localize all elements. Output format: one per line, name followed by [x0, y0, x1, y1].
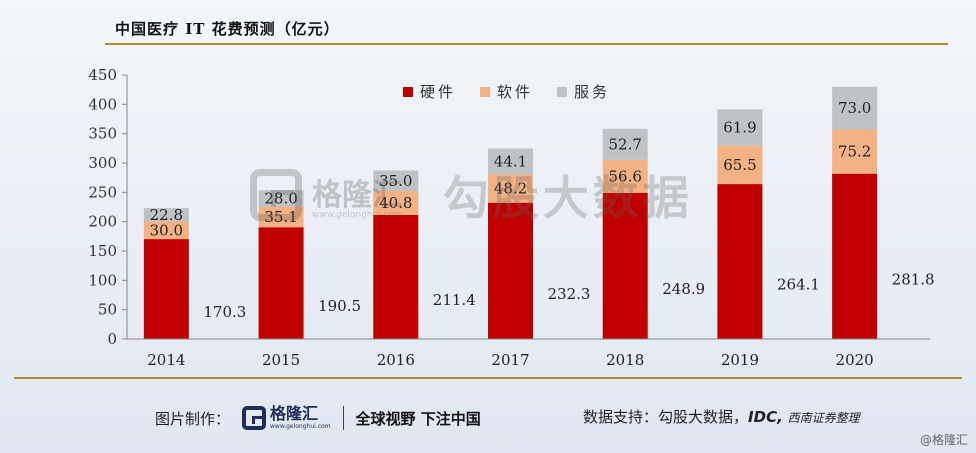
x-axis: 2014 2015 2016 2017 2018 2019 2020 — [127, 338, 930, 369]
bar-service — [258, 190, 304, 207]
data-label: 281.8 — [892, 270, 935, 288]
legend: 硬件 软件 服务 — [403, 83, 610, 101]
data-label: 232.3 — [548, 285, 591, 303]
bar-hardware — [373, 214, 419, 339]
x-tick-label: 2017 — [491, 351, 529, 369]
legend-swatch — [557, 87, 567, 97]
gelonghui-logo-icon — [242, 406, 267, 430]
legend-label: 服务 — [574, 83, 610, 101]
data-label: 61.9 — [723, 118, 756, 136]
bar-hardware — [143, 239, 189, 339]
y-tick-label: 50 — [98, 301, 117, 319]
data-label: 73.0 — [838, 99, 871, 117]
data-label: 56.6 — [609, 167, 642, 185]
y-tick-label: 0 — [107, 330, 117, 348]
footer-divider — [342, 406, 344, 430]
bar-hardware — [258, 227, 304, 339]
x-tick-label: 2019 — [721, 351, 759, 369]
bar-software — [258, 206, 304, 228]
bar-service — [373, 170, 419, 192]
logo-brand: 格隆汇 — [270, 404, 319, 423]
legend-swatch — [480, 87, 490, 97]
y-tick-label: 450 — [88, 66, 117, 84]
bar-software — [143, 221, 189, 240]
legend-label: 软件 — [497, 83, 533, 101]
source-gougu: 勾股大数据， — [658, 408, 749, 426]
bar-software — [373, 191, 419, 215]
y-tick-label: 250 — [88, 183, 117, 201]
data-label: 248.9 — [662, 280, 705, 298]
bar-software — [602, 159, 648, 193]
corner-watermark: @格隆汇 — [919, 433, 968, 447]
data-label: 30.0 — [150, 221, 183, 239]
data-labels: 170.3 30.022.8 190.5 35.128.0 211.4 40.8 35.0 2… — [150, 99, 935, 321]
data-label: 75.2 — [838, 143, 871, 161]
data-label: 28.0 — [264, 189, 297, 207]
data-label: 40.8 — [379, 194, 412, 212]
bar-software — [717, 145, 763, 185]
data-label: 22.8 — [150, 206, 183, 224]
data-label: 52.7 — [609, 135, 642, 153]
bar-software — [488, 174, 533, 203]
legend-swatch — [403, 87, 413, 97]
x-tick-label: 2018 — [606, 351, 644, 369]
data-label: 190.5 — [318, 297, 361, 315]
bottom-divider — [14, 377, 962, 379]
bar-software — [832, 129, 878, 174]
bar-service — [717, 109, 763, 146]
made-by-label: 图片制作： — [155, 409, 231, 428]
legend-label: 硬件 — [420, 83, 456, 101]
bar-hardware — [602, 192, 648, 339]
slogan: 全球视野 下注中国 — [355, 409, 481, 428]
bar-service — [602, 128, 648, 160]
x-tick-label: 2016 — [377, 351, 415, 369]
y-tick-label: 150 — [88, 242, 117, 260]
x-tick-label: 2015 — [262, 351, 300, 369]
data-label: 35.1 — [264, 208, 297, 226]
y-tick-label: 350 — [88, 125, 117, 143]
data-label: 264.1 — [777, 276, 820, 294]
bar-hardware — [832, 173, 878, 339]
x-tick-label: 2014 — [147, 351, 185, 369]
data-label: 35.0 — [379, 172, 412, 190]
data-label: 44.1 — [494, 153, 527, 171]
bar-hardware — [717, 184, 763, 339]
bar-service — [832, 86, 878, 130]
y-tick-label: 100 — [88, 271, 117, 289]
y-axis: 0 50 100 150 200 250 300 350 400 450 — [88, 66, 128, 348]
top-divider — [105, 43, 948, 45]
bar-hardware — [488, 202, 533, 339]
data-support-label: 数据支持： — [583, 408, 659, 426]
y-tick-label: 400 — [88, 95, 117, 113]
y-tick-label: 300 — [88, 154, 117, 172]
data-label: 211.4 — [433, 291, 476, 309]
data-label: 48.2 — [494, 180, 527, 198]
footer-source: 数据支持：勾股大数据，IDC, 西南证券整理 — [583, 406, 860, 427]
x-tick-label: 2020 — [836, 351, 874, 369]
chart-title: 中国医疗 IT 花费预测（亿元） — [115, 20, 340, 38]
data-label: 65.5 — [723, 156, 756, 174]
logo-url: www.gelonghui.com — [270, 423, 331, 430]
bar-service — [143, 208, 189, 222]
bar-service — [488, 148, 533, 175]
bars — [143, 86, 878, 339]
footer-credit: 图片制作： 格隆汇 www.gelonghui.com 全球视野 下注中国 — [155, 406, 481, 430]
source-idc: IDC, — [748, 408, 783, 426]
source-southwest: 西南证券整理 — [787, 411, 860, 425]
gelonghui-logo: 格隆汇 www.gelonghui.com — [242, 406, 331, 430]
data-label: 170.3 — [203, 303, 246, 321]
stacked-bar-chart: 0 50 100 150 200 250 300 350 400 450 170.3 30.022.… — [88, 66, 935, 369]
y-tick-label: 200 — [88, 213, 117, 231]
